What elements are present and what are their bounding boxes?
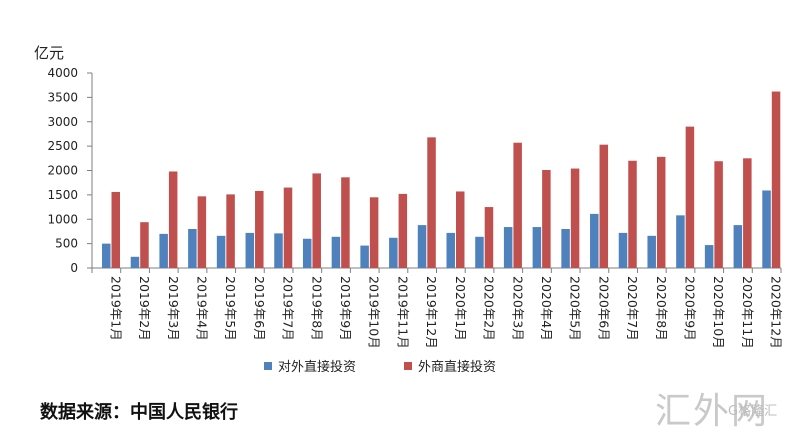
x-tick-label: 2019年7月 [281,276,296,341]
bar-outward-investment [475,236,484,268]
bar-foreign-investment [283,187,293,268]
y-tick-label: 2000 [47,164,78,178]
bar-outward-investment [733,225,743,268]
bar-foreign-investment [255,190,264,268]
bar-outward-investment [590,213,599,268]
y-tick-label: 2500 [47,139,78,153]
bar-outward-investment [503,227,513,268]
bar-foreign-investment [197,196,207,268]
x-tick-label: 2020年2月 [482,276,497,341]
x-tick-label: 2020年12月 [769,276,784,349]
bar-foreign-investment [656,156,666,268]
bar-outward-investment [245,232,255,268]
bar-foreign-investment [513,142,522,268]
legend-swatch-foreign [404,362,412,370]
x-tick-label: 2019年11月 [395,276,410,349]
bar-outward-investment [647,235,656,268]
x-tick-label: 2019年5月 [223,276,238,341]
y-tick-label: 0 [70,261,78,275]
x-tick-label: 2020年9月 [683,276,698,341]
bar-foreign-investment [140,222,149,268]
bar-outward-investment [188,229,197,268]
legend-label-outward: 对外直接投资 [278,359,356,375]
x-tick-label: 2019年6月 [252,276,267,341]
y-axis-unit: 亿元 [34,44,65,62]
x-tick-label: 2019年10月 [367,276,382,349]
bar-foreign-investment [427,137,436,268]
bar-outward-investment [159,233,168,268]
bar-foreign-investment [743,158,752,268]
x-tick-label: 2019年3月 [166,276,181,341]
bar-foreign-investment [111,191,120,268]
x-tick-label: 2020年4月 [539,276,554,341]
bar-foreign-investment [456,191,465,268]
x-tick-label: 2020年8月 [654,276,669,341]
legend-swatch-outward [264,362,272,370]
bar-foreign-investment [542,170,551,268]
bar-outward-investment [389,237,398,268]
x-tick-label: 2019年1月 [108,276,123,341]
legend-label-foreign: 外商直接投资 [418,359,496,375]
bar-outward-investment [274,233,283,268]
bar-foreign-investment [168,171,178,268]
bar-foreign-investment [599,144,609,268]
bar-outward-investment [216,235,226,268]
bar-foreign-investment [685,126,695,268]
bar-foreign-investment [369,197,379,268]
watermark-logo-text: G格隆汇 [728,404,778,419]
bar-foreign-investment [628,160,637,268]
x-tick-label: 2020年5月 [568,276,583,341]
bar-foreign-investment [312,173,321,268]
bar-foreign-investment [771,91,781,269]
bar-outward-investment [102,243,111,268]
x-tick-label: 2019年12月 [424,276,439,349]
bar-outward-investment [446,232,455,268]
bar-outward-investment [360,245,369,268]
x-tick-label: 2020年7月 [625,276,640,341]
bar-foreign-investment [398,193,408,268]
y-tick-label: 4000 [47,66,78,80]
x-tick-label: 2020年6月 [596,276,611,341]
y-tick-label: 3500 [47,90,78,104]
bar-foreign-investment [226,194,235,268]
y-tick-label: 1500 [47,188,78,202]
bar-foreign-investment [484,207,494,268]
x-tick-label: 2020年11月 [740,276,755,349]
bar-outward-investment [762,190,771,268]
source-note: 数据来源：中国人民银行 [40,402,238,423]
bar-outward-investment [704,245,714,268]
bar-outward-investment [618,232,628,268]
bar-outward-investment [130,256,140,268]
watermark-text: 汇外网 [655,391,770,432]
bar-outward-investment [532,227,542,268]
bar-outward-investment [561,229,570,268]
bar-foreign-investment [341,177,350,268]
bar-foreign-investment [714,161,723,268]
y-tick-label: 1000 [47,212,78,226]
x-tick-label: 2019年8月 [309,276,324,341]
x-tick-label: 2020年3月 [510,276,525,341]
bar-outward-investment [676,215,685,268]
bar-outward-investment [331,236,341,268]
bar-foreign-investment [570,168,580,268]
x-tick-label: 2019年9月 [338,276,353,341]
x-tick-label: 2020年10月 [711,276,726,349]
x-tick-label: 2019年4月 [194,276,209,341]
y-tick-label: 500 [55,237,78,251]
bar-outward-investment [302,238,312,268]
bar-outward-investment [417,225,427,268]
x-tick-label: 2019年2月 [137,276,152,341]
x-tick-label: 2020年1月 [453,276,468,341]
y-tick-label: 3000 [47,115,78,129]
